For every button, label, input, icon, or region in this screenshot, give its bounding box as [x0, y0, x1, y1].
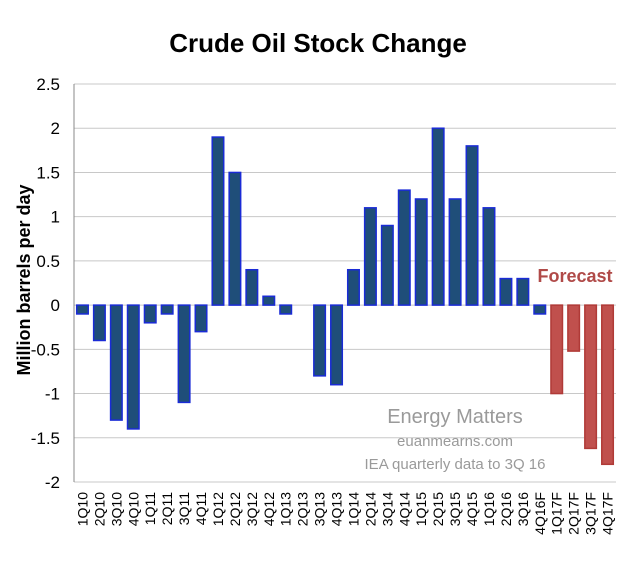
- x-tick-label: 2Q16: [498, 492, 514, 526]
- y-tick-label: 2: [51, 119, 60, 138]
- bar: [533, 304, 547, 315]
- x-tick-label: 3Q11: [176, 492, 192, 525]
- watermark-title: Energy Matters: [387, 406, 523, 428]
- x-tick-label: 1Q11: [142, 492, 158, 525]
- bar: [346, 268, 360, 306]
- watermark-site: euanmearns.com: [397, 433, 513, 450]
- bar: [262, 295, 276, 306]
- y-tick-label: 2.5: [36, 75, 60, 94]
- x-tick-label: 1Q16: [481, 492, 497, 526]
- forecast-bar: [550, 304, 564, 395]
- x-tick-label: 1Q12: [210, 492, 226, 526]
- y-tick-label: -2: [45, 473, 60, 492]
- x-tick-label: 1Q14: [345, 492, 361, 526]
- bar: [160, 304, 174, 315]
- x-tick-label: 4Q12: [261, 492, 277, 526]
- y-tick-label: 1.5: [36, 163, 60, 182]
- bar: [465, 145, 479, 306]
- x-tick-label: 3Q17F: [583, 492, 599, 535]
- y-tick-label: 0: [51, 296, 60, 315]
- x-tick-label: 3Q15: [447, 492, 463, 526]
- bar: [397, 189, 411, 306]
- y-tick-label: -1: [45, 385, 60, 404]
- bar: [228, 171, 242, 306]
- x-tick-label: 4Q13: [329, 492, 345, 526]
- x-tick-label: 2Q10: [91, 492, 107, 526]
- x-tick-label: 1Q10: [74, 492, 90, 526]
- bar: [448, 198, 462, 306]
- x-tick-label: 2Q14: [362, 492, 378, 526]
- x-tick-label: 3Q14: [379, 492, 395, 526]
- x-tick-label: 4Q17F: [600, 492, 616, 535]
- x-axis-ticks: 1Q10 2Q10 3Q10 4Q10 1Q11 2Q11 3Q11 4Q11 1Q12 2Q12…: [74, 492, 615, 535]
- x-tick-label: 2Q13: [295, 492, 311, 526]
- bar: [499, 277, 513, 306]
- x-tick-label: 2Q15: [430, 492, 446, 526]
- bar: [75, 304, 89, 315]
- x-tick-label: 4Q11: [193, 492, 209, 525]
- x-tick-label: 1Q17F: [549, 492, 565, 535]
- bar: [109, 304, 123, 421]
- bar: [92, 304, 106, 342]
- y-tick-label: -0.5: [31, 340, 60, 359]
- bar: [245, 268, 259, 306]
- bar: [330, 304, 344, 386]
- y-axis-ticks: 2.5 2 1.5 1 0.5 0 -0.5 -1 -1.5 -2: [31, 75, 60, 492]
- chart-title: Crude Oil Stock Change: [169, 28, 467, 58]
- forecast-bar: [567, 304, 581, 352]
- forecast-bar: [601, 304, 615, 466]
- x-tick-label: 3Q16: [515, 492, 531, 526]
- x-tick-label: 3Q10: [108, 492, 124, 526]
- x-tick-label: 1Q15: [413, 492, 429, 526]
- y-tick-label: 0.5: [36, 252, 60, 271]
- y-tick-label: -1.5: [31, 429, 60, 448]
- bar: [516, 277, 530, 306]
- x-tick-label: 2Q11: [159, 492, 175, 525]
- x-tick-label: 4Q10: [125, 492, 141, 526]
- bar: [363, 207, 377, 306]
- x-tick-label: 4Q16F: [532, 492, 548, 535]
- bar: [482, 207, 496, 306]
- bar: [279, 304, 293, 315]
- bar: [194, 304, 208, 333]
- x-tick-label: 3Q13: [312, 492, 328, 526]
- bar: [211, 136, 225, 306]
- bar: [431, 127, 445, 306]
- bar: [414, 198, 428, 306]
- y-tick-label: 1: [51, 208, 60, 227]
- bar: [380, 224, 394, 306]
- bar: [177, 304, 191, 404]
- forecast-bar: [584, 304, 598, 450]
- bar: [126, 304, 140, 430]
- x-tick-label: 2Q12: [227, 492, 243, 526]
- x-tick-label: 4Q15: [464, 492, 480, 526]
- x-tick-label: 1Q13: [278, 492, 294, 526]
- bar: [313, 304, 327, 377]
- gridlines: [73, 83, 616, 483]
- x-tick-label: 2Q17F: [566, 492, 582, 535]
- watermark-source: IEA quarterly data to 3Q 16: [365, 456, 546, 473]
- x-tick-label: 3Q12: [244, 492, 260, 526]
- y-axis-label: Million barrels per day: [14, 184, 34, 375]
- bar: [143, 304, 157, 324]
- bars: [75, 127, 615, 466]
- x-tick-label: 4Q14: [396, 492, 412, 526]
- forecast-annotation: Forecast: [537, 266, 612, 286]
